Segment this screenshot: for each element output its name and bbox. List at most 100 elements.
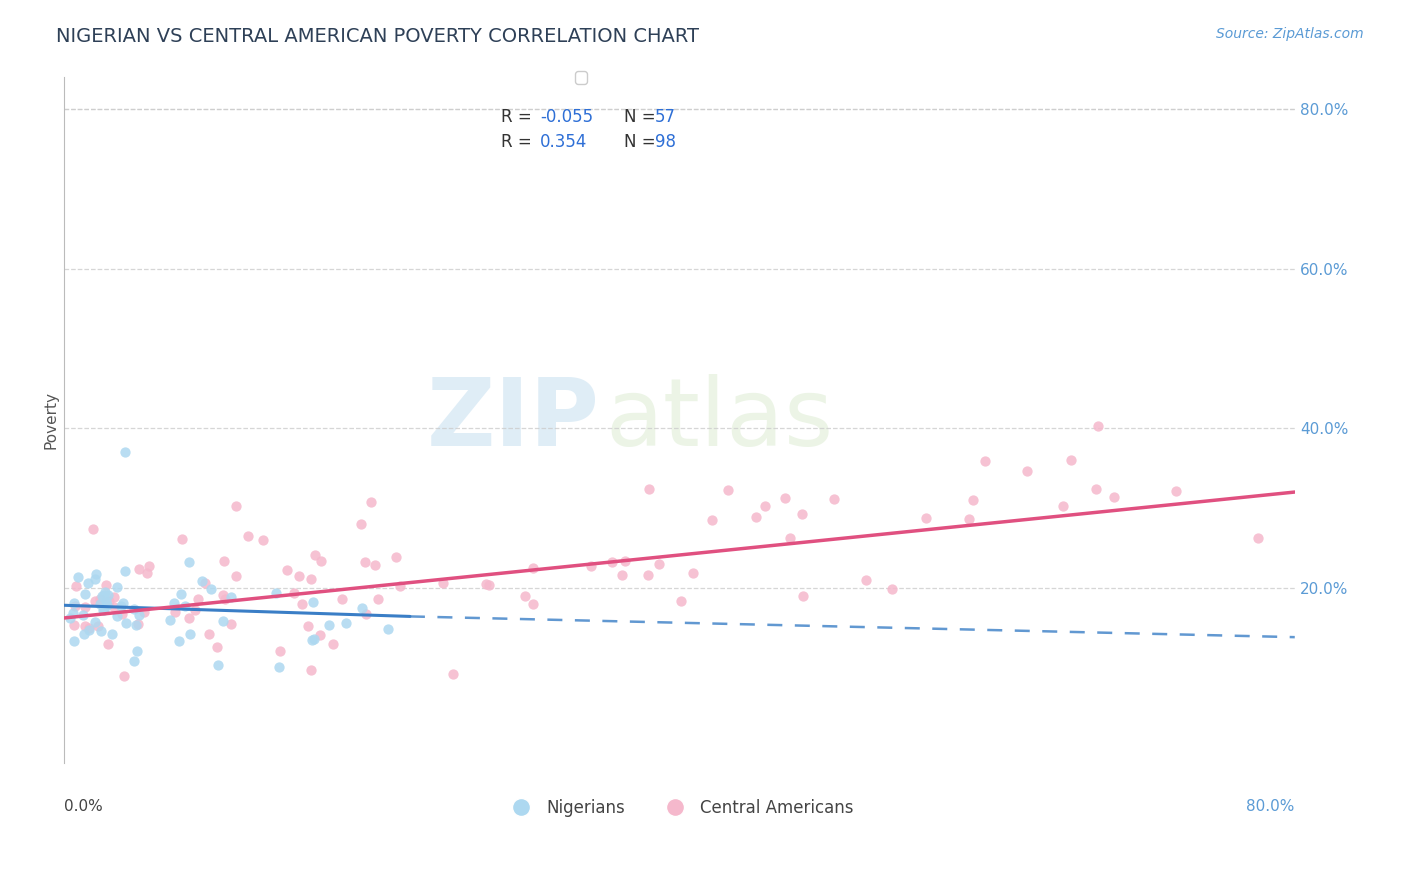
Point <box>73 626 96 640</box>
Point <box>335 615 357 630</box>
Point <box>114 564 136 578</box>
Point <box>65 599 87 613</box>
Point <box>96 598 118 612</box>
Text: 57: 57 <box>655 108 676 126</box>
Point <box>62 596 84 610</box>
Text: 0.354: 0.354 <box>540 134 588 152</box>
Text: Source: ZipAtlas.com: Source: ZipAtlas.com <box>1216 27 1364 41</box>
Point <box>90 624 112 638</box>
Point <box>302 632 325 646</box>
Point <box>214 554 236 568</box>
Point <box>614 554 637 568</box>
Point <box>91 603 114 617</box>
Point <box>364 558 387 572</box>
Text: N =: N = <box>624 134 661 152</box>
Point <box>238 528 260 542</box>
Point <box>125 644 148 658</box>
Point <box>1060 453 1083 467</box>
Point <box>389 579 412 593</box>
Point <box>700 513 723 527</box>
Point <box>179 627 201 641</box>
Point <box>880 582 903 597</box>
Text: N =: N = <box>624 108 661 126</box>
Point <box>283 586 305 600</box>
Point <box>775 491 797 505</box>
Point <box>179 555 201 569</box>
Point <box>823 491 845 506</box>
Point <box>82 522 104 536</box>
Text: NIGERIAN VS CENTRAL AMERICAN POVERTY CORRELATION CHART: NIGERIAN VS CENTRAL AMERICAN POVERTY COR… <box>56 27 699 45</box>
Point <box>165 605 187 619</box>
Text: -0.055: -0.055 <box>540 108 593 126</box>
Point <box>198 627 221 641</box>
Point <box>62 633 84 648</box>
Point <box>84 567 107 582</box>
Point <box>94 578 117 592</box>
Point <box>77 623 100 637</box>
Point <box>114 445 136 459</box>
Point <box>79 621 101 635</box>
Point <box>93 588 115 602</box>
Point <box>299 664 322 678</box>
Point <box>957 511 980 525</box>
Point <box>167 633 190 648</box>
Point <box>103 590 125 604</box>
Point <box>600 555 623 569</box>
Point <box>128 562 150 576</box>
Text: atlas: atlas <box>606 375 834 467</box>
Point <box>194 576 217 591</box>
Point <box>97 588 120 602</box>
Point <box>581 558 603 573</box>
Point <box>717 483 740 498</box>
Point <box>318 618 340 632</box>
Point <box>1247 531 1270 545</box>
Point <box>269 644 291 658</box>
Point <box>790 507 813 521</box>
Point <box>354 607 377 621</box>
Point <box>110 599 132 614</box>
Point <box>1166 483 1188 498</box>
Point <box>98 594 121 608</box>
Point <box>72 608 94 623</box>
Point <box>138 558 160 573</box>
Point <box>432 576 454 591</box>
Text: 80.0%: 80.0% <box>1246 799 1295 814</box>
Text: R =: R = <box>501 134 537 152</box>
Point <box>84 572 107 586</box>
Point <box>301 632 323 647</box>
Point <box>962 492 984 507</box>
Point <box>441 666 464 681</box>
Point <box>1102 490 1125 504</box>
Point <box>73 600 96 615</box>
Point <box>682 566 704 580</box>
Point <box>330 592 353 607</box>
Text: R =: R = <box>501 108 537 126</box>
Point <box>299 572 322 586</box>
Point <box>1017 464 1039 478</box>
Point <box>309 628 332 642</box>
Text: ZIP: ZIP <box>426 375 599 467</box>
Point <box>87 619 110 633</box>
Point <box>186 592 208 607</box>
Point <box>360 494 382 508</box>
Point <box>191 574 214 588</box>
Point <box>779 531 801 545</box>
Point <box>212 588 235 602</box>
Point <box>515 589 537 603</box>
Point <box>163 596 186 610</box>
Point <box>322 637 344 651</box>
Point <box>302 595 325 609</box>
Point <box>184 602 207 616</box>
Point <box>612 567 634 582</box>
Point <box>219 590 242 604</box>
Point <box>66 570 89 584</box>
Point <box>63 618 86 632</box>
Point <box>97 637 120 651</box>
Point <box>65 579 87 593</box>
Point <box>73 587 96 601</box>
Point <box>112 669 135 683</box>
Point <box>93 584 115 599</box>
Point <box>73 619 96 633</box>
Point <box>648 557 671 571</box>
Point <box>111 607 134 621</box>
